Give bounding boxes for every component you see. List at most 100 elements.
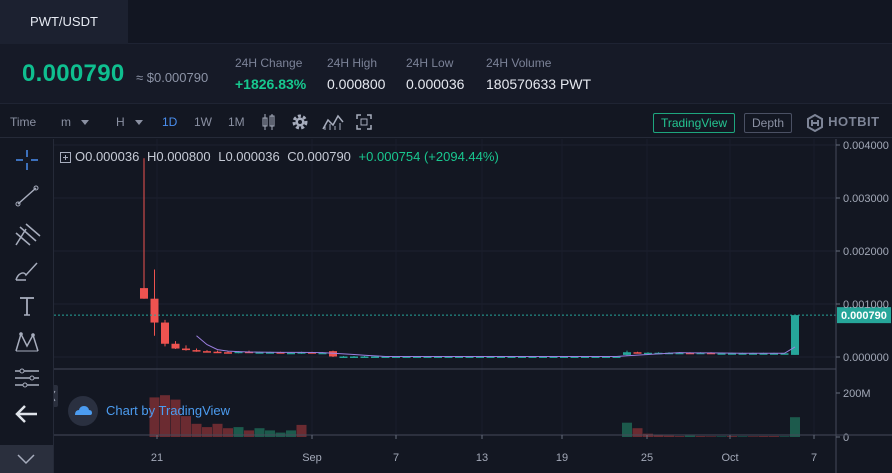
price-tick-label: 0.004000 bbox=[843, 140, 889, 152]
volume-bar bbox=[769, 436, 779, 437]
candle-body bbox=[749, 353, 757, 355]
candle-body bbox=[234, 351, 243, 354]
candle-body bbox=[171, 343, 180, 349]
chart-toolbar: Time m H 1D 1W 1M TradingView Depth bbox=[0, 106, 892, 138]
price-axis[interactable]: 0.004000 0.003000 0.002000 0.001000 0.000000 bbox=[836, 140, 889, 364]
candle-body bbox=[612, 356, 621, 358]
cloud-icon bbox=[75, 406, 92, 415]
tradingview-button[interactable]: TradingView bbox=[653, 113, 736, 133]
stat-label: 24H Low bbox=[406, 56, 454, 70]
candle-body bbox=[444, 356, 453, 358]
indicators-icon[interactable] bbox=[322, 113, 344, 131]
volume-bar bbox=[160, 395, 170, 437]
pattern-icon[interactable] bbox=[12, 329, 42, 355]
stat-label: 24H Volume bbox=[486, 56, 552, 70]
chevron-down-icon bbox=[17, 454, 35, 465]
price-tick-label: 0.002000 bbox=[843, 246, 889, 258]
candle-body bbox=[381, 356, 390, 358]
minute-label: m bbox=[61, 115, 71, 129]
collapse-toolbar-button[interactable] bbox=[0, 445, 53, 473]
price-usd: ≈ $0.000790 bbox=[136, 70, 209, 85]
legend-low: L0.000036 bbox=[218, 149, 280, 164]
candle-body bbox=[759, 353, 768, 355]
drawing-toolbar bbox=[0, 139, 54, 473]
candle-body bbox=[717, 353, 726, 355]
candle-body bbox=[644, 352, 652, 355]
chart-background bbox=[54, 139, 892, 473]
stat-value: 0.000036 bbox=[406, 76, 465, 92]
candle-body bbox=[161, 322, 169, 344]
time-tick-label: 25 bbox=[641, 452, 653, 464]
candle-body bbox=[696, 352, 705, 355]
volume-bar bbox=[191, 423, 202, 437]
volume-bar bbox=[265, 430, 275, 437]
candle-body bbox=[486, 356, 495, 358]
stat-low: 24H Low 0.000036 bbox=[406, 56, 464, 92]
candle-body bbox=[266, 352, 274, 354]
candle-body bbox=[255, 352, 264, 354]
candle-body bbox=[318, 352, 327, 355]
candle-body bbox=[623, 352, 631, 355]
candle-body bbox=[633, 352, 642, 354]
tradingview-watermark[interactable]: Chart by TradingView bbox=[68, 396, 230, 426]
volume-bar bbox=[790, 417, 800, 437]
volume-bar bbox=[149, 397, 160, 437]
depth-button[interactable]: Depth bbox=[744, 113, 793, 133]
volume-bar bbox=[653, 434, 664, 437]
text-icon[interactable] bbox=[12, 293, 42, 319]
interval-1d-button[interactable]: 1D bbox=[162, 115, 178, 129]
candle-body bbox=[224, 352, 232, 354]
candle-body bbox=[339, 356, 348, 358]
candle-body bbox=[791, 315, 799, 355]
volume-bar bbox=[202, 427, 212, 437]
pitchfork-icon[interactable] bbox=[12, 221, 42, 247]
hotbit-logo: HOTBIT bbox=[806, 112, 880, 132]
moving-average-line bbox=[196, 335, 796, 357]
watermark-text: Chart by TradingView bbox=[106, 403, 231, 418]
candle-body bbox=[476, 356, 484, 358]
legend-toggle-icon[interactable] bbox=[60, 152, 71, 164]
candle-body bbox=[591, 356, 600, 358]
candle-body bbox=[507, 356, 516, 358]
volume-bar bbox=[779, 436, 790, 437]
candle-body bbox=[297, 352, 306, 354]
volume-bar bbox=[674, 436, 685, 437]
trend-line-icon[interactable] bbox=[12, 183, 42, 209]
legend-change: +0.000754 (+2094.44%) bbox=[358, 149, 499, 164]
candle-body bbox=[140, 288, 148, 299]
volume-bar bbox=[737, 436, 748, 437]
crosshair-icon[interactable] bbox=[12, 147, 42, 173]
volume-tick-label: 0 bbox=[843, 432, 849, 444]
candle-body bbox=[465, 356, 474, 358]
screenshot-icon[interactable] bbox=[356, 114, 372, 130]
candle-body bbox=[539, 356, 547, 358]
time-tick-label: 21 bbox=[151, 452, 163, 464]
candle-body bbox=[707, 352, 715, 355]
candle-body bbox=[150, 298, 159, 323]
stat-value: 180570633 PWT bbox=[486, 76, 592, 92]
back-arrow-icon[interactable] bbox=[12, 401, 42, 427]
candle-body bbox=[549, 356, 558, 358]
minute-dropdown[interactable]: m bbox=[61, 106, 89, 138]
measure-icon[interactable] bbox=[12, 365, 42, 391]
candle-type-icon[interactable] bbox=[261, 113, 277, 131]
brush-icon[interactable] bbox=[12, 257, 42, 283]
candle-body bbox=[497, 356, 505, 358]
time-axis[interactable]: 21 Sep 7 13 19 25 Oct 7 bbox=[151, 435, 817, 464]
volume-bar bbox=[212, 423, 223, 437]
price-chart[interactable]: 0.000790 0.004000 0.003000 0.002000 0.00100… bbox=[54, 139, 892, 473]
candle-body bbox=[182, 348, 190, 351]
candle-body bbox=[602, 356, 610, 358]
volume-bar bbox=[233, 427, 244, 437]
interval-1w-button[interactable]: 1W bbox=[194, 115, 212, 129]
interval-1m-button[interactable]: 1M bbox=[228, 115, 245, 129]
hour-dropdown[interactable]: H bbox=[116, 106, 143, 138]
stat-label: 24H Change bbox=[235, 56, 303, 70]
gear-icon[interactable] bbox=[290, 112, 310, 132]
candle-body bbox=[455, 356, 463, 358]
volume-axis[interactable]: 200M 0 bbox=[836, 388, 871, 444]
tab-pair[interactable]: PWT/USDT bbox=[0, 0, 128, 44]
collapse-pane-button[interactable] bbox=[54, 385, 58, 407]
candle-body bbox=[423, 356, 432, 358]
candle-body bbox=[203, 351, 211, 353]
